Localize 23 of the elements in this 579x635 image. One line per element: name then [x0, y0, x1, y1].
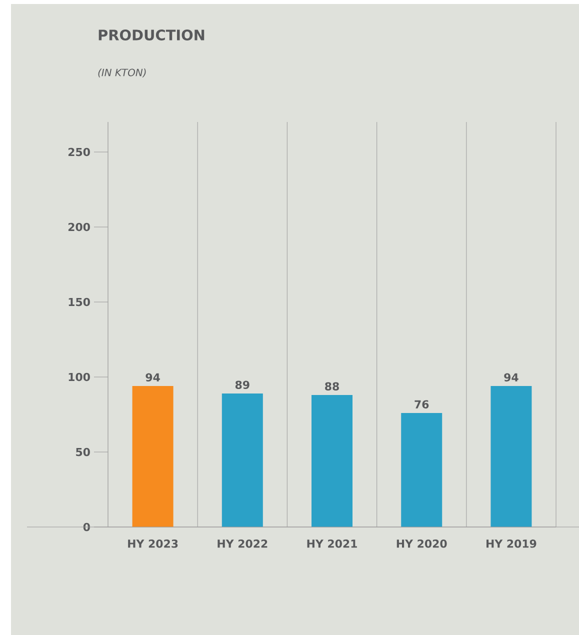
y-tick-label: 50: [76, 448, 90, 456]
data-label: 89: [235, 380, 250, 389]
chart-subtitle: (IN KTON): [98, 68, 146, 78]
bar: [400, 412, 442, 527]
y-tick-label: 150: [68, 298, 90, 306]
x-tick-label: HY 2019: [486, 540, 536, 548]
x-tick-label: HY 2022: [218, 540, 268, 548]
x-tick-label: HY 2020: [396, 540, 447, 548]
data-label: 94: [146, 373, 160, 382]
data-label: 88: [324, 382, 339, 390]
y-tick-label: 100: [68, 372, 90, 382]
chart-title: PRODUCTION: [98, 30, 204, 40]
bar: [490, 386, 532, 527]
x-tick-label: HY 2021: [307, 540, 357, 548]
x-tick-label: HY 2023: [128, 540, 178, 548]
data-label: 94: [504, 373, 518, 382]
bar: [132, 386, 174, 527]
bar: [311, 394, 352, 527]
y-tick-label: 200: [68, 222, 90, 232]
bar: [222, 393, 263, 527]
y-tick-label: 250: [68, 148, 90, 156]
y-tick-label: 0: [83, 522, 90, 532]
data-label: 76: [414, 400, 428, 408]
